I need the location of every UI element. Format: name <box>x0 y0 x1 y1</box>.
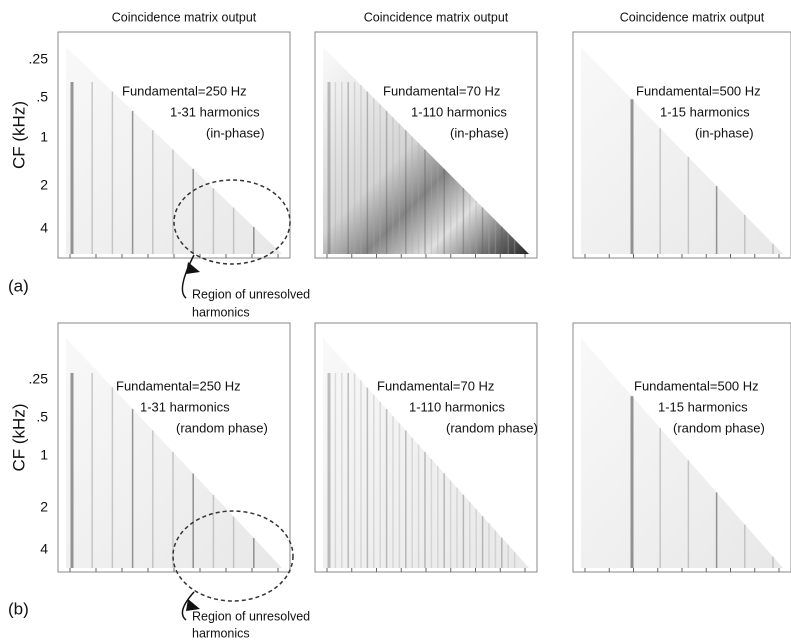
y-axis-label: CF (kHz) <box>9 404 28 472</box>
annotation: harmonics <box>192 305 250 319</box>
panel-annotation: 1-31 harmonics <box>170 104 260 119</box>
annotation: Region of unresolved <box>192 287 310 301</box>
row-label: (b) <box>8 599 29 618</box>
panel-annotation: 1-110 harmonics <box>411 104 507 119</box>
panel <box>573 32 791 258</box>
annotation: harmonics <box>192 626 250 640</box>
panel-title: Coincidence matrix output <box>112 10 257 24</box>
panel-annotation: (in-phase) <box>695 125 754 140</box>
row-label: (a) <box>8 276 29 295</box>
panel-annotation: (random phase) <box>176 420 268 435</box>
y-tick-label: .25 <box>29 51 49 67</box>
panel-annotation: 1-110 harmonics <box>409 399 505 414</box>
panel-annotation: Fundamental=250 Hz <box>116 378 241 393</box>
y-tick-label: .25 <box>29 371 49 387</box>
panel <box>58 323 290 572</box>
y-tick-label: 4 <box>40 220 48 236</box>
panel-annotation: (random phase) <box>673 420 765 435</box>
panel-annotation: (in-phase) <box>450 125 509 140</box>
panel-annotation: Fundamental=500 Hz <box>634 378 759 393</box>
annotation: Region of unresolved <box>192 609 310 623</box>
y-tick-label: 2 <box>40 499 48 515</box>
panel <box>315 32 537 258</box>
y-tick-label: 1 <box>40 129 48 145</box>
panel <box>315 323 537 572</box>
y-tick-label: 2 <box>40 177 48 193</box>
y-axis-label: CF (kHz) <box>9 101 28 169</box>
panel-annotation: (in-phase) <box>206 125 265 140</box>
panel-annotation: 1-15 harmonics <box>660 104 750 119</box>
panel-title: Coincidence matrix output <box>364 10 509 24</box>
panel-annotation: (random phase) <box>446 420 538 435</box>
y-tick-label: .5 <box>36 409 48 425</box>
panel-annotation: Fundamental=70 Hz <box>377 378 494 393</box>
panel-annotation: 1-31 harmonics <box>140 399 230 414</box>
panel-title: Coincidence matrix output <box>620 10 765 24</box>
y-tick-label: 4 <box>40 541 48 557</box>
y-tick-label: .5 <box>36 89 48 105</box>
panel <box>573 323 791 572</box>
y-tick-label: 1 <box>40 447 48 463</box>
panel-annotation: 1-15 harmonics <box>658 399 748 414</box>
panel-annotation: Fundamental=500 Hz <box>636 83 761 98</box>
figure: CF (kHz) .25 .5 1 2 4 Coincidence matrix outpu… <box>0 0 791 644</box>
arrow-head <box>186 262 200 274</box>
panel-annotation: Fundamental=250 Hz <box>122 83 247 98</box>
panel-annotation: Fundamental=70 Hz <box>383 83 500 98</box>
